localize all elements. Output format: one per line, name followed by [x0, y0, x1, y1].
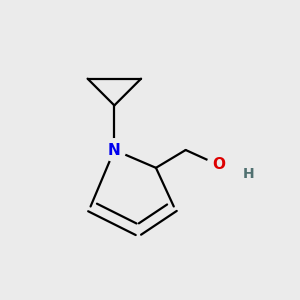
- Text: O: O: [212, 158, 225, 172]
- Circle shape: [207, 154, 230, 176]
- Circle shape: [237, 163, 260, 185]
- Text: N: N: [108, 142, 121, 158]
- Text: H: H: [242, 167, 254, 181]
- Circle shape: [103, 139, 126, 161]
